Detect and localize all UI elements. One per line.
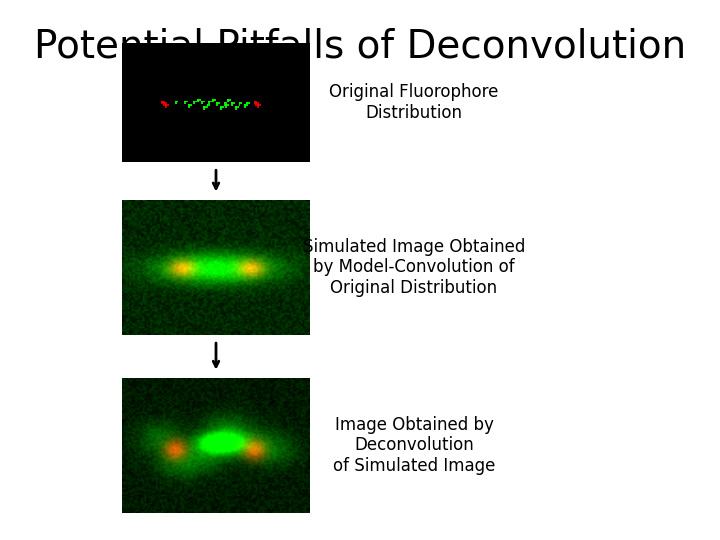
Text: Potential Pitfalls of Deconvolution: Potential Pitfalls of Deconvolution — [34, 27, 686, 65]
Text: Image Obtained by
Deconvolution
of Simulated Image: Image Obtained by Deconvolution of Simul… — [333, 416, 495, 475]
Text: Original Fluorophore
Distribution: Original Fluorophore Distribution — [329, 83, 499, 122]
Text: Simulated Image Obtained
by Model-Convolution of
Original Distribution: Simulated Image Obtained by Model-Convol… — [303, 238, 525, 297]
